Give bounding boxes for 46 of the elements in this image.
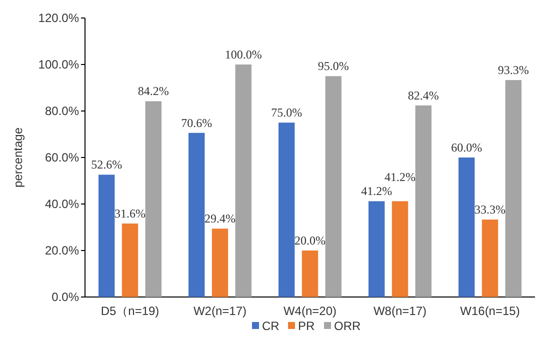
- bar: [458, 158, 475, 297]
- data-label: 100.0%: [224, 48, 262, 62]
- bar: [392, 201, 408, 297]
- x-tick-label: W4(n=20): [283, 304, 337, 318]
- data-label: 95.0%: [318, 59, 349, 74]
- y-tick-label: 60.0%: [44, 150, 80, 164]
- data-label: 75.0%: [271, 106, 302, 120]
- bar: [368, 201, 385, 297]
- data-label: 82.4%: [408, 88, 439, 102]
- bar: [145, 101, 162, 297]
- data-label: 52.6%: [91, 158, 122, 172]
- y-tick-label: 120.0%: [38, 11, 80, 25]
- bar: [482, 220, 498, 297]
- bar: [122, 224, 138, 297]
- data-label: 93.3%: [498, 63, 529, 78]
- data-label: 31.6%: [114, 206, 146, 221]
- bar: [415, 105, 432, 297]
- y-tick-label: 100.0%: [38, 58, 80, 72]
- legend-label: PR: [298, 319, 316, 333]
- x-tick-label: W16(n=15): [460, 304, 520, 318]
- bar: [188, 132, 205, 297]
- bar: [325, 76, 342, 297]
- bar: [505, 80, 522, 297]
- legend-label: ORR: [334, 319, 361, 333]
- bar: [302, 250, 318, 297]
- y-tick-label: 40.0%: [44, 197, 80, 211]
- bar: [278, 122, 295, 297]
- x-tick-label: D5（n=19): [100, 304, 160, 318]
- y-tick-label: 80.0%: [44, 104, 80, 118]
- x-tick-label: W8(n=17): [373, 304, 427, 318]
- bar: [212, 228, 228, 297]
- y-tick-label: 20.0%: [44, 244, 80, 258]
- data-label: 20.0%: [294, 234, 326, 248]
- data-label: 60.0%: [451, 140, 482, 154]
- data-label: 41.2%: [361, 184, 392, 198]
- bar: [235, 64, 252, 297]
- data-label: 41.2%: [384, 170, 416, 184]
- x-tick-label: W2(n=17): [193, 304, 247, 318]
- legend-label: CR: [262, 319, 280, 333]
- data-label: 33.3%: [474, 202, 506, 217]
- data-label: 84.2%: [138, 84, 169, 98]
- data-label: 70.6%: [181, 116, 212, 130]
- data-label: 29.4%: [204, 212, 236, 226]
- y-tick-label: 0.0%: [52, 290, 80, 304]
- y-axis-title: percentage: [11, 127, 25, 188]
- bar: [98, 174, 115, 297]
